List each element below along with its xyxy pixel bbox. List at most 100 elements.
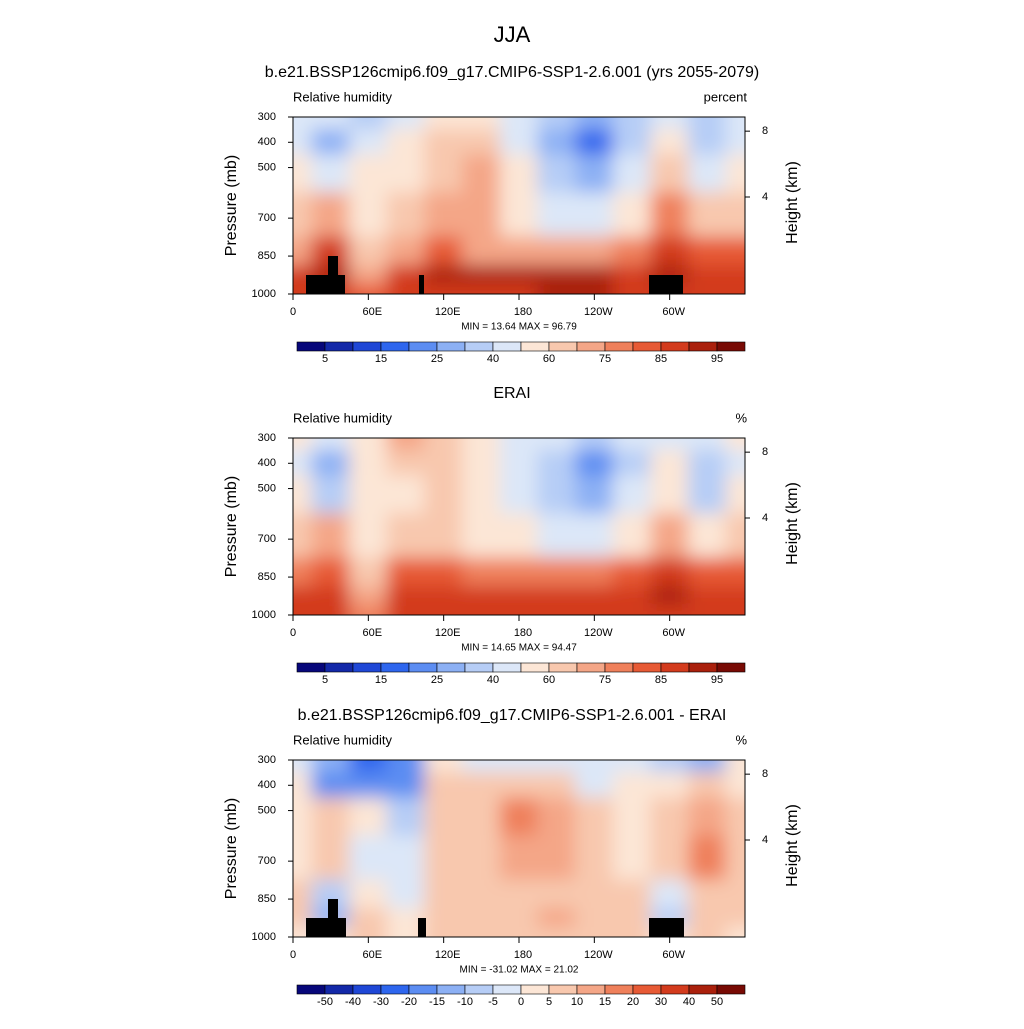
- right-subtitle: percent: [704, 89, 748, 104]
- y-tick-label: 700: [258, 533, 276, 545]
- contour-cell: [386, 908, 426, 929]
- land-mask: [306, 275, 345, 294]
- colorbar-label: 75: [599, 353, 611, 365]
- contour-cell: [293, 927, 313, 937]
- colorbar-box: [324, 341, 354, 352]
- contour-cell: [612, 835, 652, 881]
- contour-cell: [537, 513, 576, 559]
- contour-cell: [311, 192, 350, 238]
- contour-cell: [688, 760, 727, 774]
- colorbar-box: [716, 341, 746, 352]
- left-subtitle: Relative humidity: [293, 732, 392, 747]
- contour-cell: [725, 605, 745, 615]
- colorbar-box: [576, 341, 606, 352]
- contour-cell: [612, 450, 652, 477]
- contour-cell: [462, 236, 501, 267]
- contour-cell: [688, 192, 727, 238]
- y2-axis-label: Height (km): [784, 482, 801, 565]
- contour-cell: [424, 265, 463, 286]
- y-tick-label: 500: [258, 161, 276, 173]
- colorbar-label: 5: [322, 674, 328, 686]
- contour-cell: [311, 154, 350, 194]
- colorbar-box: [380, 662, 410, 673]
- y2-tick-label: 4: [762, 191, 768, 203]
- contour-cell: [725, 192, 745, 238]
- contour-cell: [311, 117, 350, 131]
- y2-axis-label: Height (km): [784, 804, 801, 887]
- contour-cell: [612, 605, 652, 615]
- contour-cell: [537, 879, 576, 910]
- panel-title: b.e21.BSSP126cmip6.f09_g17.CMIP6-SSP1-2.…: [265, 64, 760, 81]
- contour-cell: [650, 513, 689, 559]
- panel: ERAI Relative humidity % Pressure (mb) Heigh…: [223, 385, 801, 686]
- contour-cell: [688, 605, 727, 615]
- colorbar-label: -5: [488, 996, 498, 1008]
- colorbar-label: 60: [543, 674, 555, 686]
- x-tick-label: 180: [514, 949, 532, 961]
- contour-cell: [293, 450, 313, 477]
- x-tick-label: 0: [290, 306, 296, 318]
- contour-cell: [612, 760, 652, 774]
- y-tick-label: 300: [258, 111, 276, 123]
- contour-cell: [462, 835, 501, 881]
- contour-fill: [293, 117, 745, 294]
- contour-cell: [386, 450, 426, 477]
- contour-cell: [688, 284, 727, 294]
- colorbar-box: [604, 984, 634, 995]
- contour-fill: [293, 438, 745, 615]
- colorbar-box: [548, 662, 578, 673]
- contour-cell: [293, 117, 313, 131]
- y-tick-label: 400: [258, 779, 276, 791]
- min-max-stats: MIN = 13.64 MAX = 96.79: [461, 322, 577, 333]
- contour-cell: [725, 438, 745, 452]
- contour-cell: [575, 879, 614, 910]
- contour-cell: [462, 513, 501, 559]
- contour-cell: [462, 192, 501, 238]
- contour-cell: [575, 835, 614, 881]
- colorbar-box: [464, 341, 494, 352]
- colorbar-label: 95: [711, 353, 723, 365]
- colorbar-label: 40: [487, 353, 499, 365]
- contour-cell: [650, 117, 689, 131]
- contour-cell: [311, 475, 350, 515]
- contour-cell: [499, 772, 539, 799]
- contour-cell: [424, 927, 463, 937]
- colorbar-box: [688, 984, 718, 995]
- land-mask: [306, 918, 346, 937]
- contour-cell: [499, 797, 539, 837]
- colorbar-label: 50: [711, 996, 723, 1008]
- contour-cell: [293, 797, 313, 837]
- contour-cell: [293, 154, 313, 194]
- contour-cell: [499, 835, 539, 881]
- contour-cell: [688, 154, 727, 194]
- x-tick-label: 0: [290, 627, 296, 639]
- contour-cell: [499, 129, 539, 156]
- contour-cell: [725, 586, 745, 607]
- panel: b.e21.BSSP126cmip6.f09_g17.CMIP6-SSP1-2.…: [223, 64, 801, 365]
- contour-cell: [725, 284, 745, 294]
- contour-cell: [725, 927, 745, 937]
- contour-cell: [311, 605, 350, 615]
- x-tick-label: 60W: [662, 306, 685, 318]
- colorbar-label: 95: [711, 674, 723, 686]
- contour-cell: [688, 557, 727, 588]
- contour-cell: [293, 586, 313, 607]
- contour-cell: [575, 908, 614, 929]
- colorbar-box: [324, 984, 354, 995]
- contour-cell: [537, 129, 576, 156]
- colorbar-box: [520, 984, 550, 995]
- contour-cell: [650, 835, 689, 881]
- contour-cell: [293, 284, 313, 294]
- contour-cell: [462, 265, 501, 286]
- contour-cell: [537, 908, 576, 929]
- contour-cell: [575, 605, 614, 615]
- contour-cell: [424, 129, 463, 156]
- contour-cell: [462, 772, 501, 799]
- colorbar-box: [632, 341, 662, 352]
- contour-cell: [575, 586, 614, 607]
- contour-cell: [688, 797, 727, 837]
- contour-cell: [575, 192, 614, 238]
- contour-cell: [612, 772, 652, 799]
- x-tick-label: 120E: [435, 627, 461, 639]
- contour-cell: [575, 129, 614, 156]
